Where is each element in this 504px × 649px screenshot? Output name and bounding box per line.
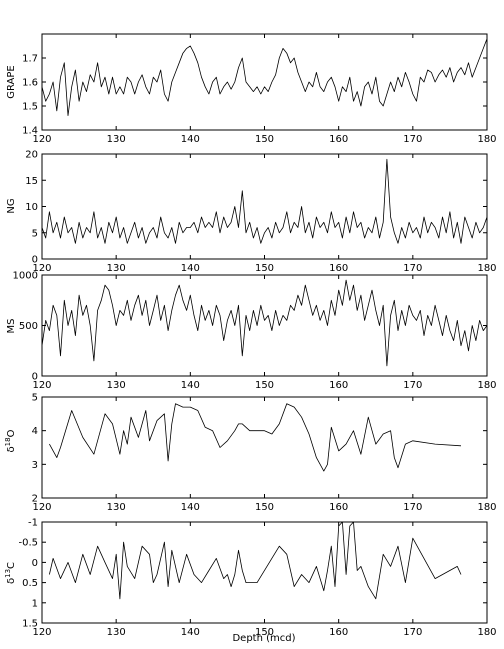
ylabel-ms: MS	[6, 319, 17, 334]
grape-x-tick-label: 180	[477, 134, 496, 145]
ms-x-tick-label: 130	[107, 380, 126, 391]
d13c-x-tick-label: 150	[255, 627, 274, 638]
ms-x-tick-label: 140	[181, 380, 200, 391]
ms-series-line	[41, 279, 488, 367]
xlabel-depth: Depth (mcd)	[232, 633, 295, 644]
d18o-y-tick-label: 4	[32, 426, 38, 437]
ng-series-line	[41, 158, 488, 244]
grape-panel: GRAPE 120 130 140 150 160 170 180 1.4 1.5 1.6 1.7	[6, 33, 497, 145]
ng-x-tick-label: 120	[32, 263, 51, 274]
d18o-plot-frame	[41, 396, 488, 499]
ng-y-tick-label: 5	[32, 228, 38, 239]
ms-y-tick-label: 1000	[13, 271, 38, 282]
d18o-x-tick-label: 160	[329, 502, 348, 513]
grape-x-tick-label: 140	[181, 134, 200, 145]
d18o-y-tick-label: 3	[32, 460, 38, 471]
d18o-x-tick-label: 130	[107, 502, 126, 513]
ms-y-tick-label: 0	[32, 372, 38, 383]
ylabel-d13c: δ13C	[4, 562, 17, 584]
ng-x-tick-label: 180	[477, 263, 496, 274]
ms-x-tick-label: 150	[255, 380, 274, 391]
d18o-panel: δ18O 120 130 140 150 160 170 180 2 3 4 5	[4, 393, 497, 514]
d13c-x-tick-label: 160	[329, 627, 348, 638]
grape-x-tick-label: 120	[32, 134, 51, 145]
grape-y-tick-label: 1.5	[22, 102, 38, 113]
ng-y-tick-label: 10	[25, 202, 38, 213]
grape-x-tick-label: 160	[329, 134, 348, 145]
grape-plot-frame	[41, 33, 488, 131]
d18o-x-tick-label: 180	[477, 502, 496, 513]
grape-x-tick-label: 130	[107, 134, 126, 145]
d13c-x-tick-label: 140	[181, 627, 200, 638]
d13c-y-tick-label: 0	[32, 558, 38, 569]
grape-x-tick-label: 170	[403, 134, 422, 145]
ng-x-tick-label: 140	[181, 263, 200, 274]
ms-x-tick-label: 120	[32, 380, 51, 391]
d13c-y-tick-label: 1.5	[22, 619, 38, 630]
d13c-plot-frame	[41, 521, 488, 624]
ng-y-tick-label: 15	[25, 176, 38, 187]
d13c-y-tick-label: -1	[28, 518, 38, 529]
d18o-y-tick-label: 2	[32, 494, 38, 505]
ng-x-tick-label: 160	[329, 263, 348, 274]
d13c-panel: δ13C Depth (mcd) 120 130 140 150 160 170 180 -1…	[4, 518, 497, 645]
ng-panel: NG 120 130 140 150 160 170 180 0 5 10 15 20	[6, 150, 497, 275]
grape-series-line	[41, 38, 488, 116]
d18o-series-line	[49, 403, 462, 472]
d18o-y-tick-label: 5	[32, 393, 38, 404]
grape-x-tick-label: 150	[255, 134, 274, 145]
ng-y-tick-label: 0	[32, 255, 38, 266]
d13c-series-line	[49, 521, 462, 600]
ylabel-grape: GRAPE	[6, 65, 17, 98]
ms-y-tick-label: 500	[19, 321, 38, 332]
d13c-y-tick-label: 1	[32, 598, 38, 609]
ylabel-ng: NG	[6, 198, 17, 213]
ng-y-tick-label: 20	[25, 150, 38, 161]
d13c-x-tick-label: 170	[403, 627, 422, 638]
ms-x-tick-label: 180	[477, 380, 496, 391]
d18o-x-tick-label: 170	[403, 502, 422, 513]
ng-x-tick-label: 130	[107, 263, 126, 274]
grape-y-tick-label: 1.6	[22, 78, 38, 89]
d18o-x-tick-label: 150	[255, 502, 274, 513]
grape-y-tick-label: 1.4	[22, 126, 38, 137]
d13c-y-tick-label: 0.5	[22, 578, 38, 589]
grape-y-tick-label: 1.7	[22, 54, 38, 65]
ms-x-tick-label: 170	[403, 380, 422, 391]
ylabel-d18o: δ18O	[4, 429, 17, 452]
d18o-x-tick-label: 140	[181, 502, 200, 513]
d13c-y-tick-label: -0.5	[18, 538, 38, 549]
d13c-x-tick-label: 130	[107, 627, 126, 638]
ms-x-tick-label: 160	[329, 380, 348, 391]
d13c-x-tick-label: 180	[477, 627, 496, 638]
ms-panel: MS 120 130 140 150 160 170 180 0 500 1000	[6, 271, 497, 392]
ng-plot-frame	[41, 153, 488, 260]
ng-x-tick-label: 150	[255, 263, 274, 274]
d13c-x-tick-label: 120	[32, 627, 51, 638]
d18o-x-tick-label: 120	[32, 502, 51, 513]
ng-x-tick-label: 170	[403, 263, 422, 274]
